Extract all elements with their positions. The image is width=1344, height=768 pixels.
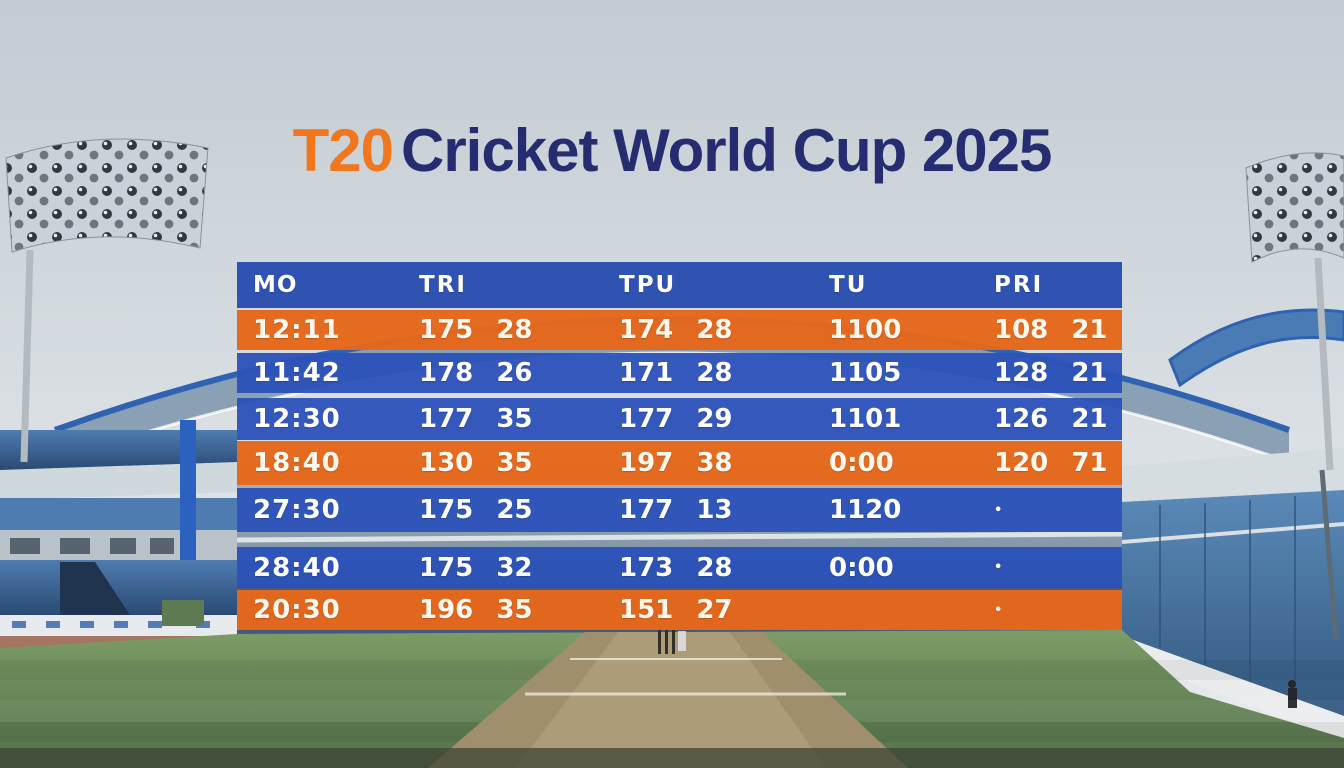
score-cell: 1105: [829, 358, 902, 388]
table-row: 28:40 175 32 173 28 0:00 •: [237, 547, 1122, 588]
score-cell: 0:00: [829, 448, 894, 478]
time-cell: 20:30: [253, 595, 341, 625]
cricket-stumps-icon: [658, 628, 686, 654]
score-cell: 0:00: [829, 552, 894, 583]
cricket-outfield: [0, 628, 1344, 768]
score-cell: 130 35: [419, 448, 533, 478]
left-stand: [0, 420, 237, 648]
score-cell: 126 21: [994, 404, 1108, 434]
score-cell: 1100: [829, 315, 902, 345]
schedule-table: MO TRI TPU TU PRI 12:11 175 28 174 28 11…: [237, 262, 1122, 630]
column-header: TRI: [419, 272, 467, 298]
table-row: 11:42 178 26 171 28 1105 128 21: [237, 353, 1122, 393]
score-cell: 173 28: [619, 552, 733, 583]
right-stand: [1121, 448, 1344, 742]
score-cell: 197 38: [619, 448, 733, 478]
page-title: T20 Cricket World Cup 2025: [0, 116, 1344, 185]
title-prefix: T20: [292, 117, 394, 184]
score-cell: 178 26: [419, 358, 533, 388]
score-cell: 1120: [829, 495, 902, 525]
time-cell: 28:40: [253, 552, 341, 583]
dot-cell: •: [994, 602, 1003, 618]
score-cell: 196 35: [419, 595, 533, 625]
score-cell: 120 71: [994, 448, 1108, 478]
table-row: 18:40 130 35 197 38 0:00 120 71: [237, 441, 1122, 485]
column-header: MO: [253, 272, 298, 298]
floodlight-right-icon: [1245, 152, 1344, 471]
floodlight-left-icon: [5, 138, 209, 463]
table-header-row: MO TRI TPU TU PRI: [237, 262, 1122, 308]
score-cell: 174 28: [619, 315, 733, 345]
table-row: 12:11 175 28 174 28 1100 108 21: [237, 310, 1122, 350]
table-row: 12:30 177 35 177 29 1101 126 21: [237, 398, 1122, 440]
table-row: 20:30 196 35 151 27 •: [237, 590, 1122, 630]
score-cell: 175 32: [419, 552, 533, 583]
title-text: Cricket World Cup 2025: [400, 117, 1052, 184]
score-cell: 1101: [829, 404, 902, 434]
time-cell: 11:42: [253, 358, 341, 388]
time-cell: 12:30: [253, 404, 341, 434]
score-cell: 108 21: [994, 315, 1108, 345]
column-header: TU: [829, 272, 868, 298]
time-cell: 12:11: [253, 315, 341, 345]
time-cell: 27:30: [253, 495, 341, 525]
column-header: TPU: [619, 272, 677, 298]
score-cell: 171 28: [619, 358, 733, 388]
time-cell: 18:40: [253, 448, 341, 478]
score-cell: 175 28: [419, 315, 533, 345]
score-cell: 177 13: [619, 495, 733, 525]
score-cell: 177 35: [419, 404, 533, 434]
column-header: PRI: [994, 272, 1044, 298]
dot-cell: •: [994, 502, 1003, 518]
dot-cell: •: [994, 560, 1003, 575]
score-cell: 177 29: [619, 404, 733, 434]
score-cell: 151 27: [619, 595, 733, 625]
spectator-figure: [1288, 680, 1296, 688]
score-cell: 175 25: [419, 495, 533, 525]
score-cell: 128 21: [994, 358, 1108, 388]
table-row: 27:30 175 25 177 13 1120 •: [237, 488, 1122, 532]
